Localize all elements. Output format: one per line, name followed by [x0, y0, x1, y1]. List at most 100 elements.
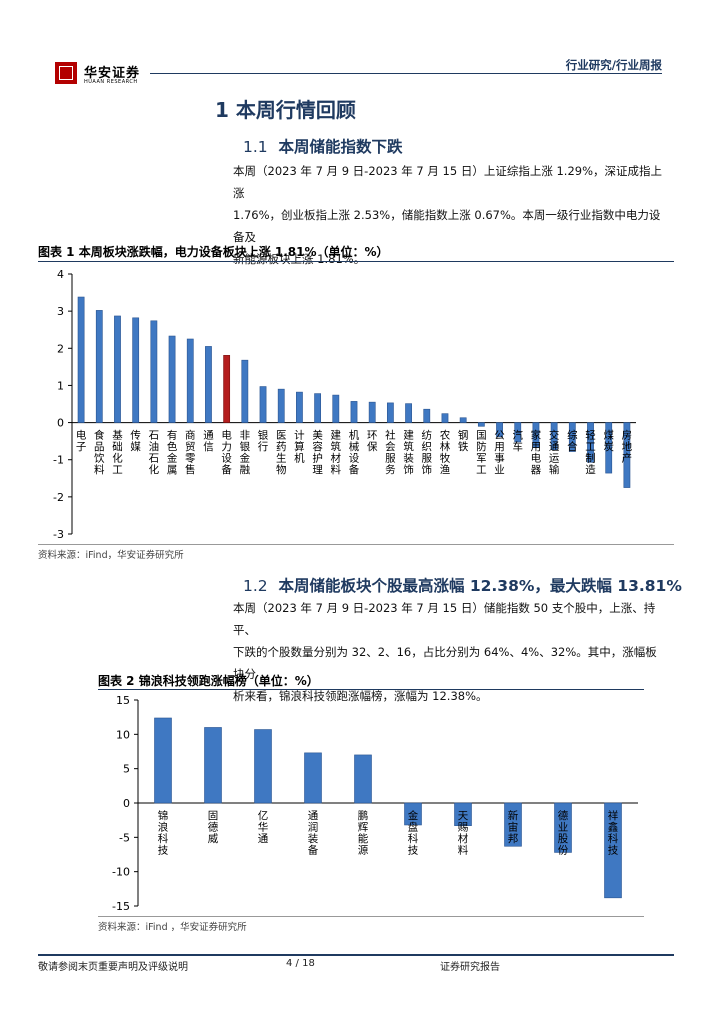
bar [350, 401, 358, 423]
y-tick-label: 5 [123, 763, 130, 776]
y-tick-label: -5 [119, 831, 130, 844]
subsection-number: 1.2 [243, 577, 268, 595]
bar [532, 422, 540, 448]
bar [241, 359, 249, 423]
x-category-label: 通润装备 [308, 810, 319, 857]
x-category-label: 农林牧渔 [440, 429, 451, 477]
x-category-label: 纺织服饰 [422, 429, 433, 477]
bar [254, 729, 272, 804]
figure-1-source: 资料来源：iFind，华安证券研究所 [38, 550, 184, 561]
bar [587, 422, 594, 463]
subsection-1-2-heading: 1.2 本周储能板块个股最高涨幅 12.38%，最大跌幅 13.81% [243, 574, 682, 596]
y-tick-label: -15 [112, 900, 130, 913]
subsection-number: 1.1 [243, 138, 268, 156]
figure-1-chart: -3 -2 -1 0 1 2 3 4 电子 食品饮料 基础化工 传媒 石油石化 有色金属 商贸零售 通信 电力设… [38, 262, 674, 544]
paragraph-line: 1.76%，创业板指上涨 2.53%，储能指数上涨 0.67%。本周一级行业指数… [233, 208, 661, 244]
bar [454, 802, 472, 826]
y-tick-label: 0 [123, 797, 130, 810]
bar [404, 802, 422, 826]
bar [623, 422, 631, 488]
sector-change-chart: -3 -2 -1 0 1 2 3 4 电子食品饮料基础化工传媒石油石化有色金属商贸零售通信电力设… [53, 268, 636, 541]
bar-highlighted [223, 355, 231, 423]
x-category-label: 煤炭 [603, 429, 614, 454]
bar [504, 802, 522, 847]
paragraph-line: 下跌的个股数量分别为 32、2、16，占比分别为 64%、4%、32%。其中，涨… [233, 645, 657, 681]
bar [459, 417, 467, 423]
bar [314, 393, 322, 423]
x-category-label: 国防军工 [476, 430, 487, 477]
x-category-label: 基础化工 [112, 429, 123, 477]
brand-name: 华安证券 [84, 66, 141, 81]
x-category-label: 亿华通 [258, 809, 269, 845]
x-category-label: 美容护理 [312, 429, 323, 477]
figure-2-rule [98, 689, 644, 690]
x-category-label: 综合 [567, 429, 578, 454]
paragraph-line: 本周（2023 年 7 月 9 日-2023 年 7 月 15 日）上证综指上涨… [233, 164, 663, 200]
footer-disclaimer: 敬请参阅末页重要声明及评级说明 [38, 962, 188, 973]
footer-divider [38, 954, 674, 956]
bar [132, 317, 140, 423]
page-number: 4 / 18 [286, 958, 315, 969]
subsection-title: 本周储能指数下跌 [278, 138, 403, 156]
y-tick-label: 4 [57, 268, 64, 281]
bar [605, 422, 613, 474]
y-tick-label: 3 [57, 305, 64, 318]
x-category-label: 电力设备 [221, 429, 232, 477]
bar [332, 394, 340, 423]
bar [204, 727, 222, 804]
x-category-label: 电子 [76, 429, 87, 454]
y-tick-label: -2 [53, 491, 64, 504]
y-tick-label: 15 [116, 694, 130, 707]
bar [514, 422, 522, 443]
x-category-label: 金盘科技 [408, 809, 419, 857]
bar [114, 315, 121, 423]
subsection-1-1-paragraph: 本周（2023 年 7 月 9 日-2023 年 7 月 15 日）上证综指上涨… [233, 160, 663, 270]
x-category-label: 汽车 [512, 429, 523, 454]
x-category-label: 银行 [258, 429, 269, 454]
x-category-label: 建筑材料 [331, 429, 342, 477]
figure-2-bottom-rule [98, 916, 644, 917]
x-category-label: 建筑装饰 [403, 429, 414, 477]
y-tick-label: 2 [57, 342, 64, 355]
bar [386, 402, 394, 423]
bar [354, 754, 372, 804]
y-tick-label: -3 [53, 528, 64, 541]
x-category-label: 鹏辉能源 [358, 809, 369, 857]
x-category-label: 祥鑫科技 [608, 809, 619, 857]
figure-1-bottom-rule [38, 544, 674, 545]
bar [423, 408, 431, 423]
x-category-label: 机械设备 [349, 429, 360, 477]
bar [259, 386, 267, 423]
y-tick-label: 10 [116, 728, 130, 741]
x-category-label: 通信 [203, 430, 214, 454]
bar [550, 422, 558, 450]
bar [496, 422, 503, 437]
bar [296, 391, 303, 423]
bar [554, 802, 572, 853]
x-category-label: 有色金属 [167, 429, 178, 477]
y-tick-label: -10 [112, 866, 130, 879]
figure-2-title: 图表 2 锦浪科技领跑涨幅榜（单位：%） [98, 674, 319, 688]
x-category-label: 商贸零售 [185, 429, 196, 477]
x-category-label: 计算机 [294, 429, 305, 465]
x-category-label: 医药生物 [276, 430, 287, 477]
x-category-label: 交通运输 [549, 429, 560, 477]
bar [441, 413, 449, 423]
x-category-label: 社会服务 [385, 429, 396, 477]
report-category: 行业研究/行业周报 [565, 58, 662, 72]
bar [568, 422, 576, 452]
bar [205, 346, 212, 423]
subsection-1-2-paragraph: 本周（2023 年 7 月 9 日-2023 年 7 月 15 日）储能指数 5… [233, 597, 663, 707]
y-tick-label: 1 [57, 379, 64, 392]
bar [168, 335, 176, 423]
figure-1-title: 图表 1 本周板块涨跌幅，电力设备板块上涨 1.81%（单位：%） [38, 245, 389, 259]
x-category-label: 钢铁 [458, 429, 469, 454]
bar [95, 310, 103, 423]
bar [405, 403, 412, 423]
footer-report-type: 证券研究报告 [440, 962, 500, 973]
x-category-label: 锦浪科技 [158, 809, 169, 857]
figure-2-source: 资料来源：iFind ，华安证券研究所 [98, 922, 247, 933]
top-movers-chart: -15 -10 -5 0 5 10 15 锦浪科技 固德威 亿华通 通润装备 鹏辉能源 金盘科技 天赐材料… [112, 694, 638, 913]
bar [77, 296, 85, 423]
bar [186, 338, 194, 423]
